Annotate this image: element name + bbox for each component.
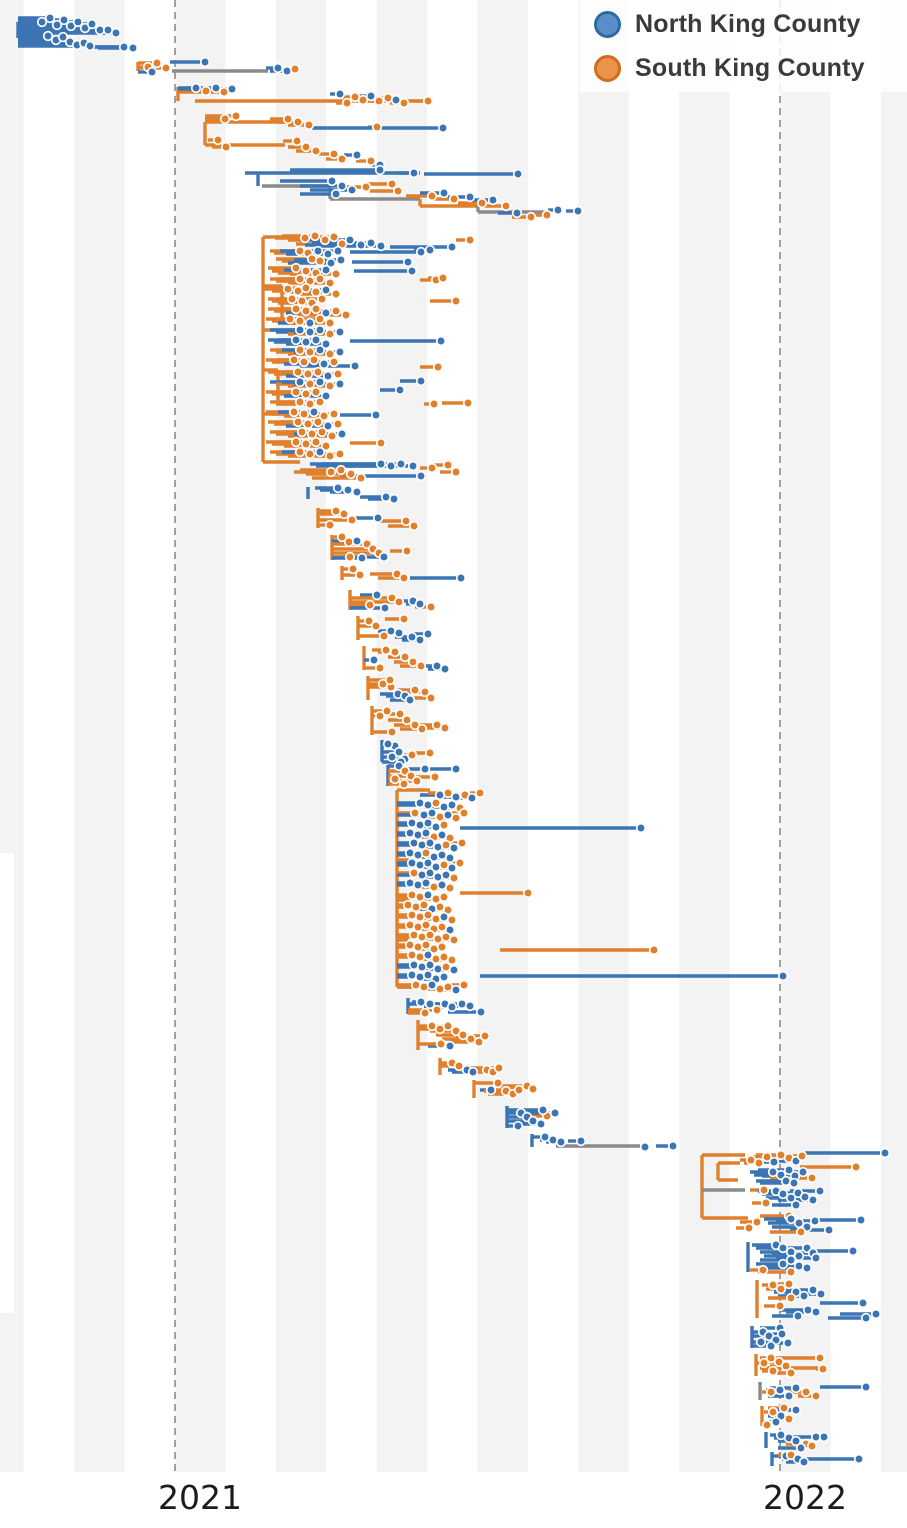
legend-swatch-north-icon <box>594 10 621 38</box>
legend-label-south: South King County <box>635 53 865 82</box>
legend-label-north: North King County <box>635 9 861 38</box>
legend-item-north-king-county[interactable]: North King County <box>580 2 907 46</box>
legend-swatch-south-icon <box>594 54 621 82</box>
legend-item-south-king-county[interactable]: South King County <box>580 46 907 90</box>
legend: North King County South King County <box>580 0 907 92</box>
x-tick-label-2022: 2022 <box>763 1478 847 1517</box>
x-tick-label-2021: 2021 <box>158 1478 242 1517</box>
